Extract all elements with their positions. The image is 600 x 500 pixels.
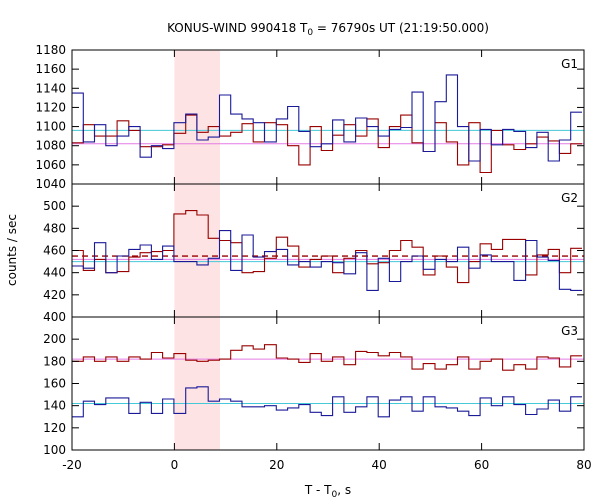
y-tick-label-g1: 1100 (35, 120, 66, 134)
y-tick-label-g3: 180 (43, 354, 66, 368)
x-tick-label: 20 (269, 458, 284, 472)
axes-layer: 10401060108011001120114011601180G1400420… (35, 43, 591, 472)
panel-label-g1: G1 (561, 57, 578, 71)
series-g3-blue (72, 386, 582, 418)
y-tick-label-g1: 1040 (35, 177, 66, 191)
x-tick-label: 60 (474, 458, 489, 472)
burst-highlight-band (174, 50, 220, 450)
x-tick-label: 0 (171, 458, 179, 472)
chart-title: KONUS-WIND 990418 T0 = 76790s UT (21:19:… (167, 21, 489, 38)
y-tick-label-g1: 1060 (35, 158, 66, 172)
highlight-interval-layer (174, 50, 220, 450)
x-axis-label-subscript: 0 (332, 490, 338, 500)
series-g1-blue (72, 74, 582, 162)
y-tick-label-g2: 400 (43, 310, 66, 324)
x-tick-label: 80 (576, 458, 591, 472)
series-g2-blue (72, 230, 582, 291)
y-tick-label-g2: 460 (43, 244, 66, 258)
y-tick-label-g2: 480 (43, 221, 66, 235)
y-tick-label-g1: 1120 (35, 100, 66, 114)
y-tick-label-g1: 1160 (35, 62, 66, 76)
y-tick-label-g3: 160 (43, 377, 66, 391)
background-levels-layer (72, 129, 584, 404)
x-tick-label: 40 (372, 458, 387, 472)
y-tick-label-g1: 1140 (35, 81, 66, 95)
y-tick-label-g2: 500 (43, 199, 66, 213)
y-tick-label-g3: 200 (43, 332, 66, 346)
x-tick-label: -20 (62, 458, 82, 472)
y-tick-label-g3: 120 (43, 421, 66, 435)
y-tick-label-g1: 1080 (35, 139, 66, 153)
panel-frame-g3 (71, 316, 585, 451)
y-tick-label-g1: 1180 (35, 43, 66, 57)
y-tick-label-g2: 440 (43, 266, 66, 280)
y-tick-label-g3: 100 (43, 443, 66, 457)
panel-label-g3: G3 (561, 324, 578, 338)
panel-frame-g1 (71, 49, 585, 185)
y-axis-label: counts / sec (5, 214, 19, 286)
chart-title-subscript: 0 (307, 28, 313, 38)
x-axis-label: T - T0, s (304, 483, 351, 500)
panel-label-g2: G2 (561, 191, 578, 205)
series-g2-red (72, 210, 582, 284)
series-g3-red (72, 344, 582, 371)
panel-frame-g2 (71, 183, 585, 318)
chart-title-prefix: KONUS-WIND 990418 T (167, 21, 308, 35)
chart-title-suffix: = 76790s UT (21:19:50.000) (313, 21, 489, 35)
histogram-series-layer (72, 74, 582, 418)
x-axis-label-prefix: T - T (304, 483, 332, 497)
y-tick-label-g3: 140 (43, 399, 66, 413)
x-axis-label-suffix: , s (337, 483, 351, 497)
y-tick-label-g2: 420 (43, 288, 66, 302)
